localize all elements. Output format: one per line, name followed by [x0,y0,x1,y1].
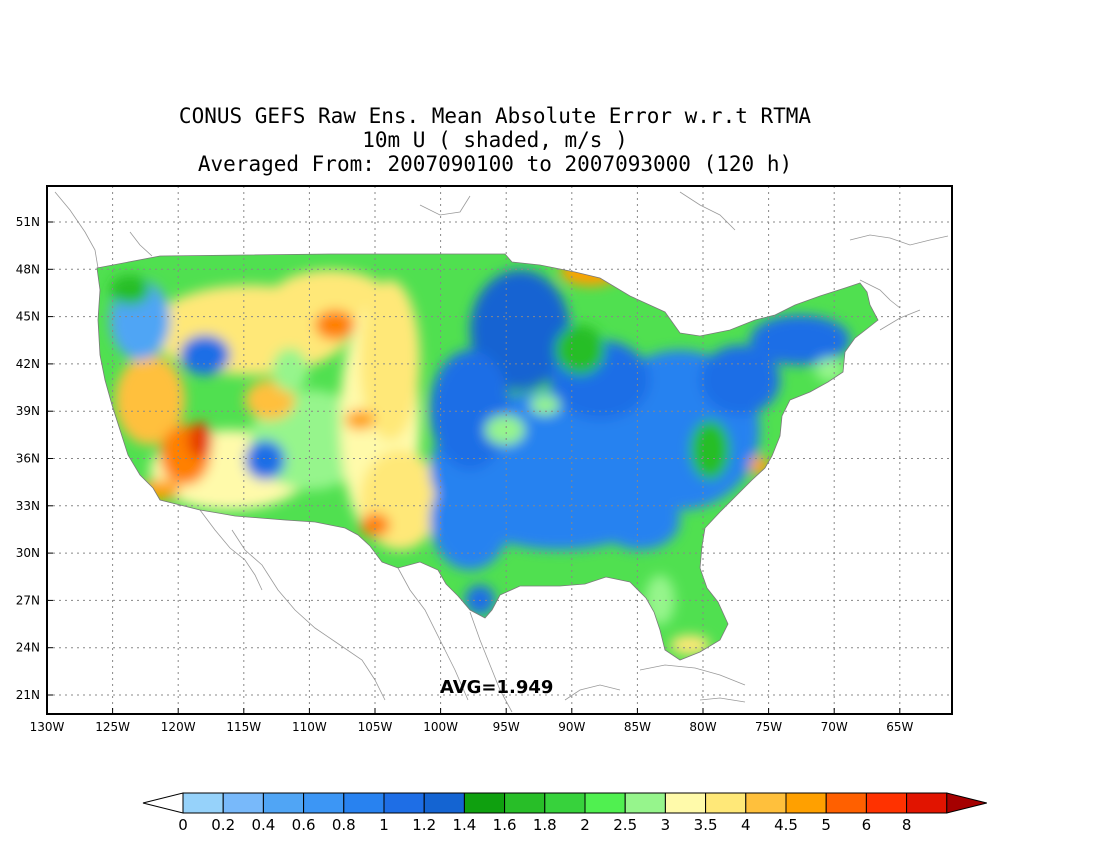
latitude-label: 33N [16,499,40,513]
latitude-label: 51N [16,215,40,229]
colorbar-under-triangle [142,792,184,814]
latitude-label: 39N [16,404,40,418]
longitude-label: 130W [30,720,65,734]
colorbar-label: 1.6 [493,816,517,834]
map-subtitle-period: Averaged From: 2007090100 to 2007093000 … [197,152,793,176]
latitude-label: 36N [16,452,40,466]
colorbar-label: 4.5 [774,816,798,834]
longitude-label: 85W [624,720,651,734]
colorbar-swatch [303,792,345,814]
colorbar-label: 3 [661,816,671,834]
colorbar-swatch [463,792,506,814]
longitude-label: 75W [755,720,782,734]
colorbar-label: 8 [902,816,912,834]
colorbar-swatch [745,792,787,814]
longitude-label: 90W [558,720,585,734]
colorbar-swatch [624,792,666,814]
colorbar-swatch [664,792,707,814]
colorbar-label: 1.8 [533,816,557,834]
colorbar-swatch [383,792,425,814]
colorbar-swatch [504,792,546,814]
colorbar-label: 1.2 [412,816,436,834]
longitude-label: 115W [226,720,261,734]
colorbar-label: 1 [379,816,389,834]
colorbar-swatch [705,792,747,814]
colorbar-over-triangle [946,792,987,814]
latitude-label: 27N [16,593,40,607]
colorbar-label: 0.2 [211,816,235,834]
colorbar-swatch [825,792,867,814]
grid-lines [47,186,952,714]
colorbar-label: 0 [178,816,188,834]
longitude-label: 110W [292,720,327,734]
colorbar-label: 2 [580,816,590,834]
colorbar-label: 0.6 [292,816,316,834]
colorbar-label: 3.5 [694,816,718,834]
latitude-labels: 51N 48N 45N 42N 39N 36N 33N 30N 27N 24N 21N [16,215,53,702]
colorbar-swatch [423,792,465,814]
colorbar-label: 6 [862,816,872,834]
latitude-label: 30N [16,546,40,560]
colorbar-label: 5 [821,816,831,834]
colorbar-label: 1.4 [452,816,476,834]
latitude-label: 21N [16,688,40,702]
colorbar-label: 0.8 [332,816,356,834]
longitude-label: 80W [689,720,716,734]
latitude-label: 24N [16,641,40,655]
colorbar-swatch [865,792,908,814]
colorbar-swatch [785,792,827,814]
colorbar-label: 0.4 [251,816,275,834]
colorbar-swatch [182,792,224,814]
map-frame [46,185,953,715]
colorbar-swatch [222,792,264,814]
longitude-label: 105W [358,720,393,734]
longitude-label: 70W [821,720,848,734]
colorbar-label: 2.5 [613,816,637,834]
map-subtitle-variable: 10m U ( shaded, m/s ) [362,128,628,152]
colorbar-swatch [262,792,305,814]
colorbar-swatch [584,792,626,814]
latitude-label: 42N [16,357,40,371]
colorbar-swatch [343,792,385,814]
longitude-label: 125W [95,720,130,734]
map-title: CONUS GEFS Raw Ens. Mean Absolute Error … [178,104,812,128]
longitude-label: 120W [161,720,196,734]
average-label: AVG=1.949 [440,677,553,698]
longitude-label: 100W [423,720,458,734]
latitude-label: 48N [16,262,40,276]
longitude-label: 65W [886,720,913,734]
longitude-label: 95W [493,720,520,734]
latitude-label: 45N [16,310,40,324]
colorbar-label: 4 [741,816,751,834]
colorbar-swatch [906,792,948,814]
colorbar: 0 0.2 0.4 0.6 0.8 1 1.2 1.4 1.6 1.8 2 2.5 3 3.5 4 4.5 5 6… [142,792,987,834]
colorbar-swatch [544,792,586,814]
longitude-labels: 130W 125W 120W 115W 110W 105W 100W 95W 90W 85W 80W… [30,708,913,734]
coastline-lines [54,191,949,713]
